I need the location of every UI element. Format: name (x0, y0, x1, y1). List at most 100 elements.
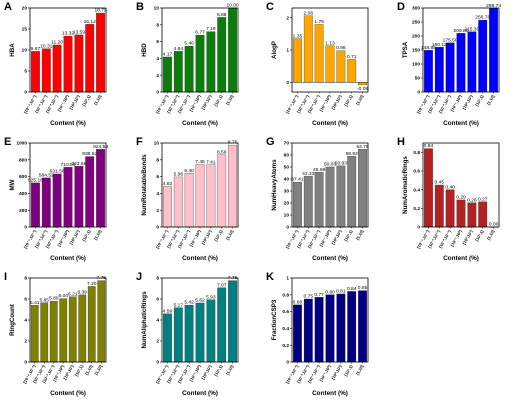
bar (41, 177, 51, 228)
bar (336, 50, 346, 83)
panel-j: J 0 2 4 6 8 NumAliphaticRings 4.595.175.42 5.625… (136, 271, 239, 397)
panel-h: H00.20.40.60.8NumAromaticRings0.840.450.… (397, 136, 500, 262)
x-tick-label: [10⁰,10¹) (461, 93, 474, 110)
x-tick-label: [10⁰,10¹) (200, 228, 213, 245)
bar (206, 299, 216, 363)
y-tick-label: 10 (154, 6, 160, 12)
y-tick-label: 10 (154, 141, 160, 147)
data-label: 64.75 (356, 144, 369, 150)
data-label: 175.50 (443, 37, 458, 43)
y-tick-label: 1 (286, 276, 289, 282)
data-label: 0.00 (489, 222, 499, 228)
bar (303, 298, 313, 363)
x-tick-label: [10⁰,10¹) (330, 93, 343, 110)
bar (87, 286, 96, 363)
plot-frame (29, 277, 107, 363)
data-label: 0.71 (347, 54, 357, 60)
bar (456, 199, 466, 228)
y-tick-label: 2 (286, 15, 289, 21)
data-label: 5.41 (30, 300, 40, 306)
x-tick-label: [1,10] (84, 363, 94, 375)
bar (63, 167, 73, 228)
y-tick-label: 30 (284, 189, 290, 195)
data-label: 0.29 (456, 195, 466, 201)
data-label: 6.40 (184, 168, 194, 174)
data-label: 37.41 (291, 177, 304, 183)
y-tick-label: 0 (286, 225, 289, 231)
data-label: 0.85 (358, 285, 368, 291)
x-tick-label: [10⁰,10¹) (68, 93, 81, 110)
x-axis-label: Content (%) (443, 120, 479, 127)
y-tick-label: 8 (156, 276, 159, 282)
data-label: 298.74 (486, 3, 501, 9)
data-label: 710.56 (61, 162, 76, 168)
y-axis-label: NumRotatableBonds (141, 154, 148, 216)
y-tick-label: 0 (156, 225, 159, 231)
data-label: 10.31 (40, 43, 53, 49)
x-tick-label: [10¹,1) (213, 228, 224, 241)
data-label: 148.89 (421, 45, 436, 51)
x-tick-label: [10¹,1) (74, 363, 85, 376)
panel-d: D 0 50 100 150 200 250 300 TPSA 148.89160.12175.5… (397, 1, 501, 127)
y-tick-label: 2 (24, 339, 27, 345)
bar (434, 47, 444, 93)
bar (325, 294, 335, 363)
bar (478, 201, 488, 228)
bar (434, 184, 444, 228)
x-tick-label: [1,10] (93, 228, 103, 240)
data-label: 7.07 (217, 282, 227, 288)
bar (217, 17, 227, 93)
y-axis-label: AlogP (271, 41, 278, 59)
y-tick-label: 8 (156, 157, 159, 163)
y-tick-label: 2 (156, 339, 159, 345)
y-tick-label: 0 (417, 90, 420, 96)
y-tick-label: 250 (412, 20, 420, 26)
data-label: 0.80 (325, 289, 335, 295)
y-tick-label: 800 (19, 157, 27, 163)
y-axis-label: NumHeavyAtoms (271, 159, 278, 211)
y-tick-label: 6 (156, 39, 159, 45)
bar (314, 24, 324, 83)
bar (96, 12, 105, 93)
data-label: 0.40 (445, 184, 455, 190)
x-axis-label: Content (%) (312, 255, 348, 262)
bar (228, 280, 237, 363)
data-label: 723.68 (71, 161, 86, 167)
x-tick-label: [10¹,1) (81, 93, 92, 106)
x-axis-label: Content (%) (443, 255, 479, 262)
bar (445, 42, 455, 93)
data-label: 6.21 (68, 291, 78, 297)
panel-g: G 0 10 20 30 40 50 60 70 NumHeavyAtoms 37.4142.234… (266, 136, 369, 262)
panel-letter: H (397, 136, 405, 148)
bar (206, 164, 216, 228)
y-tick-label: 0 (417, 225, 420, 231)
bar (217, 154, 227, 228)
bar (163, 56, 172, 93)
y-tick-label: 70 (284, 141, 290, 147)
panel-letter: K (266, 271, 274, 283)
x-axis-label: Content (%) (312, 120, 348, 127)
data-label: 6.04 (58, 293, 68, 299)
y-tick-label: 0 (24, 90, 27, 96)
data-label: 4.83 (163, 181, 173, 187)
panel-letter: I (4, 271, 7, 283)
y-tick-label: 10 (22, 48, 28, 54)
data-label: 0.84 (347, 286, 357, 292)
y-tick-label: 0 (286, 360, 289, 366)
x-axis-label: Content (%) (182, 255, 218, 262)
data-label: 7.41 (206, 159, 216, 165)
data-label: 0.26 (467, 197, 477, 203)
y-tick-label: 4 (156, 318, 159, 324)
bar (303, 15, 313, 83)
y-tick-label: 5 (24, 69, 27, 75)
y-tick-label: 4 (156, 56, 159, 62)
x-tick-label: [10¹,1) (474, 93, 485, 106)
data-label: 5.42 (184, 300, 194, 306)
data-label: 5.93 (206, 294, 216, 300)
data-label: 7.45 (195, 159, 205, 165)
data-label: 5.96 (174, 172, 184, 178)
y-tick-label: 0.4 (413, 187, 420, 193)
y-tick-label: 1 (286, 48, 289, 54)
